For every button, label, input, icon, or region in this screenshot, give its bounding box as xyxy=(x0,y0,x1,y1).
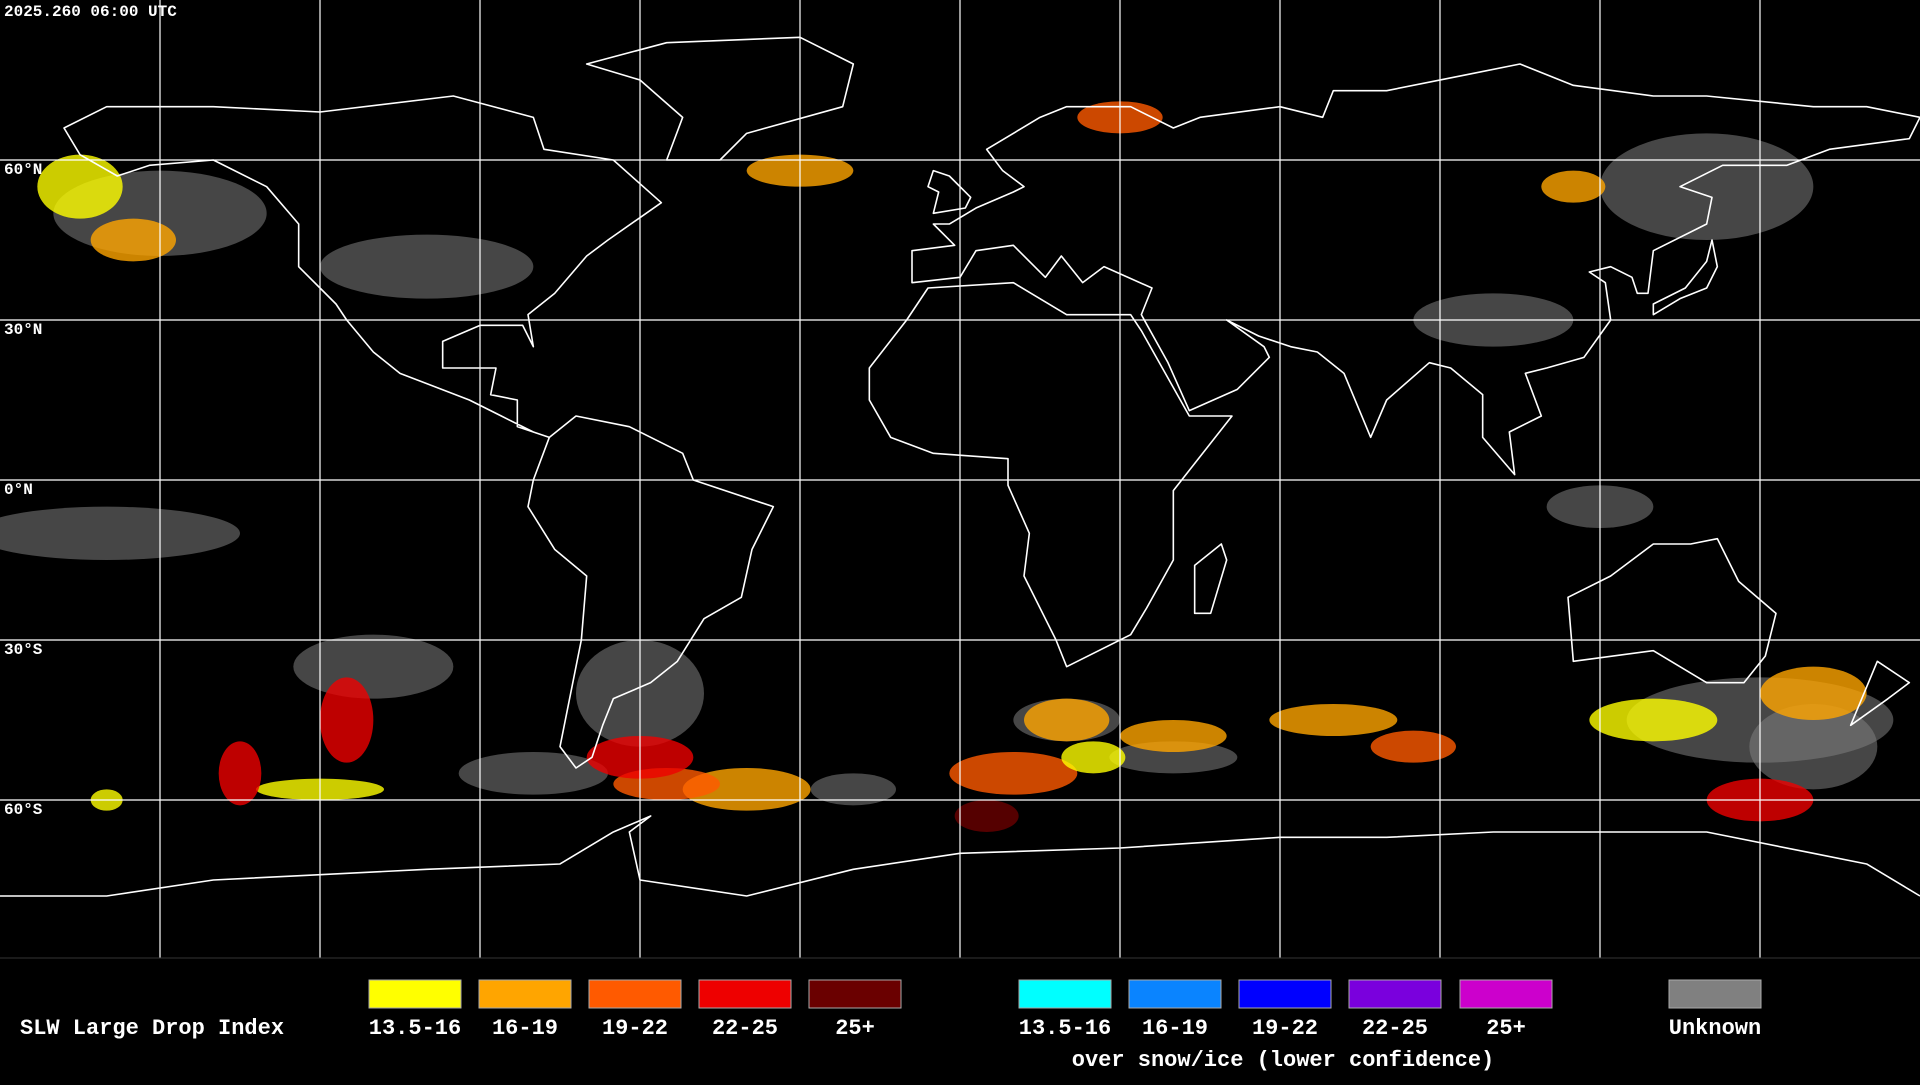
drop-index-area xyxy=(1269,703,1398,736)
drop-index-area xyxy=(1061,741,1126,774)
drop-index-area xyxy=(949,751,1078,795)
drop-index-area xyxy=(1023,698,1110,742)
unknown-area xyxy=(0,506,240,560)
legend-swatch xyxy=(588,979,682,1009)
graticule xyxy=(0,0,1920,960)
latitude-labels: 60°N 30°N 0°N 30°S 60°S xyxy=(4,161,43,819)
legend-swatch xyxy=(808,979,902,1009)
legend: SLW Large Drop Index over snow/ice (lowe… xyxy=(20,979,1762,1073)
map: 2025.260 06:00 UTC 60°N 30°N 0°N 30°S 60°S xyxy=(0,0,1920,960)
new-zealand xyxy=(1851,661,1910,725)
timestamp: 2025.260 06:00 UTC xyxy=(4,3,177,21)
unknown-swatch xyxy=(1668,979,1762,1009)
snow-swatch-label: 13.5-16 xyxy=(1019,1016,1111,1041)
latitude-label: 60°N xyxy=(4,161,42,179)
unknown-area xyxy=(1749,703,1878,790)
unknown-area xyxy=(810,773,897,806)
snow-swatch-label: 19-22 xyxy=(1252,1016,1318,1041)
drop-index-area xyxy=(37,154,123,219)
eurasia xyxy=(912,64,1920,475)
snow-note: over snow/ice (lower confidence) xyxy=(1072,1048,1494,1073)
snow-swatch-label: 22-25 xyxy=(1362,1016,1428,1041)
legend-swatch-label: 19-22 xyxy=(602,1016,668,1041)
snow-swatch xyxy=(1128,979,1222,1009)
snow-swatch xyxy=(1238,979,1332,1009)
drop-index-area xyxy=(90,218,177,262)
legend-swatch-label: 25+ xyxy=(835,1016,875,1041)
unknown-area xyxy=(1109,741,1238,774)
madagascar xyxy=(1195,544,1227,613)
unknown-area xyxy=(320,234,534,299)
legend-swatch-label: 22-25 xyxy=(712,1016,778,1041)
legend-title: SLW Large Drop Index xyxy=(20,1016,284,1041)
legend-swatch-label: 16-19 xyxy=(492,1016,558,1041)
latitude-label: 30°S xyxy=(4,641,43,659)
legend-swatch-label: 13.5-16 xyxy=(369,1016,461,1041)
japan xyxy=(1653,240,1717,315)
snow-swatch xyxy=(1018,979,1112,1009)
latitude-label: 30°N xyxy=(4,321,42,339)
legend-swatch xyxy=(698,979,792,1009)
drop-index-area xyxy=(1370,730,1456,763)
australia xyxy=(1568,539,1776,683)
map-layer xyxy=(0,0,1920,960)
north-america xyxy=(64,96,661,437)
south-america xyxy=(528,416,773,768)
drop-index-area xyxy=(1541,170,1606,203)
snow-swatch-label: 16-19 xyxy=(1142,1016,1208,1041)
latitude-label: 60°S xyxy=(4,801,43,819)
unknown-area xyxy=(458,751,609,795)
latitude-label: 0°N xyxy=(4,481,33,499)
drop-index-area xyxy=(1589,698,1718,742)
snow-swatch xyxy=(1459,979,1553,1009)
drop-index-area xyxy=(1759,666,1867,720)
legend-swatch xyxy=(368,979,462,1009)
drop-index-area xyxy=(954,799,1019,832)
britain xyxy=(928,171,971,214)
drop-index-area xyxy=(320,677,374,763)
snow-swatch xyxy=(1348,979,1442,1009)
snow-swatch-label: 25+ xyxy=(1486,1016,1526,1041)
legend-swatch xyxy=(478,979,572,1009)
drop-index-area xyxy=(218,741,262,806)
drop-index-area xyxy=(1119,719,1227,752)
unknown-swatch-label: Unknown xyxy=(1669,1016,1761,1041)
africa xyxy=(869,283,1232,667)
unknown-area xyxy=(293,634,454,699)
